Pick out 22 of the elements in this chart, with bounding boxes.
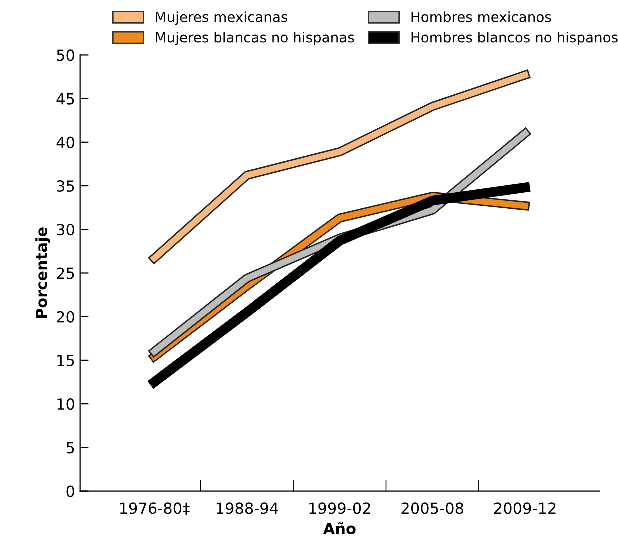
y-tick-label: 10 <box>58 398 74 410</box>
x-tick-label: 1999-02 <box>310 502 370 514</box>
legend-label: Hombres mexicanos <box>412 12 552 22</box>
y-tick-label: 30 <box>57 224 74 236</box>
legend-label: Hombres blancos no hispanos <box>412 32 618 46</box>
x-tick-label: 2005-08 <box>402 502 464 514</box>
y-tick-label: 20 <box>57 311 74 323</box>
y-tick-label: 25 <box>57 268 74 280</box>
x-tick-label: 1988-94 <box>216 502 278 514</box>
y-tick-label: 50 <box>57 50 74 62</box>
x-tick-label: 2009-12 <box>494 502 556 514</box>
y-tick-label: 40 <box>56 136 74 148</box>
y-tick-label: 0 <box>66 486 74 498</box>
x-axis-title: Año <box>323 522 356 535</box>
y-tick-label: 15 <box>58 355 74 366</box>
y-tick-label: 35 <box>57 180 74 192</box>
y-axis-title: Porcentaje <box>36 228 50 318</box>
x-tick-label: 1976-80‡ <box>120 502 190 516</box>
y-tick-label: 5 <box>66 442 74 454</box>
legend-label: Mujeres blancas no hispanas <box>156 32 354 46</box>
legend-label: Mujeres mexicanas <box>156 12 288 26</box>
y-tick-label: 45 <box>56 93 74 105</box>
